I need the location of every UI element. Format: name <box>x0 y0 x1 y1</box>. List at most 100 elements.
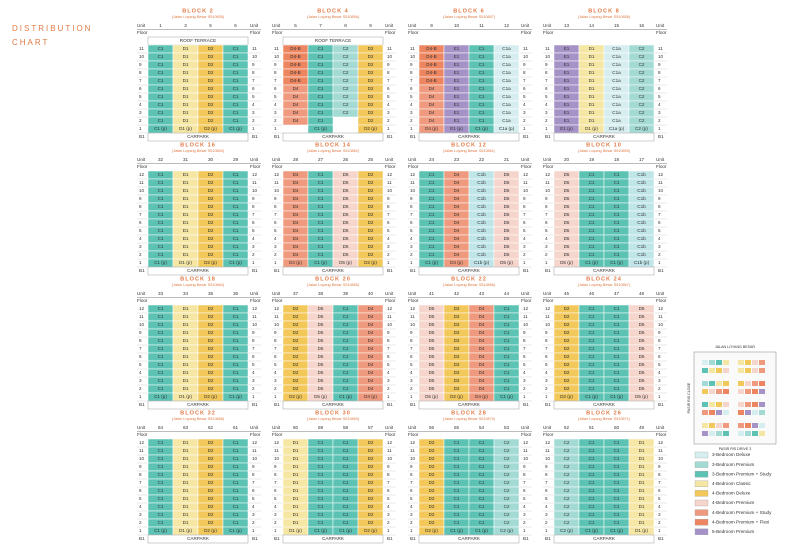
unit-type: C2 (p) <box>560 528 573 533</box>
floor-number: 2 <box>274 252 277 257</box>
unit-number: 46 <box>589 291 595 296</box>
unit-type: C1 <box>158 354 164 359</box>
unit-type: C1 (p) <box>500 394 513 399</box>
unit-type: D2 <box>368 110 374 115</box>
floor-number: 9 <box>139 330 142 335</box>
unit-type: D5 <box>639 362 645 367</box>
unit-type: D5 <box>504 172 510 177</box>
unit-type: C1 <box>318 118 324 123</box>
unit-type: D2 (p) <box>364 260 377 265</box>
floor-number: 1 <box>139 260 142 265</box>
floor-number: 12 <box>274 172 280 177</box>
unit-type: C2 <box>504 472 510 477</box>
unit-type: C1 <box>318 70 324 75</box>
unit-type: D4 <box>429 86 435 91</box>
floor-number: 5 <box>545 362 548 367</box>
unit-type: C1 <box>158 386 164 391</box>
unit-type: D4 <box>293 196 299 201</box>
unit-type: D2 <box>208 448 214 453</box>
unit-type: D2 <box>208 330 214 335</box>
unit-type: C1 <box>614 338 620 343</box>
floor-number: 2 <box>274 118 277 123</box>
floor-number: 7 <box>410 346 413 351</box>
unit-label: Unit <box>656 425 665 430</box>
floor-number: 5 <box>545 496 548 501</box>
unit-type: D5 <box>343 188 349 193</box>
unit-type: C2 (p) <box>635 126 648 131</box>
floor-number: 10 <box>658 456 664 461</box>
unit-type: C1 <box>614 504 620 509</box>
map-unit <box>745 431 751 436</box>
unit-type: C1 <box>158 212 164 217</box>
unit-type: C1 <box>158 362 164 367</box>
floor-number: 10 <box>139 456 145 461</box>
unit-type: C1 <box>429 228 435 233</box>
unit-label: Unit <box>385 425 394 430</box>
unit-label: Unit <box>521 425 530 430</box>
basement-label: B1 <box>658 268 664 273</box>
floor-number: 7 <box>658 346 661 351</box>
unit-type: C1a (p) <box>609 126 625 131</box>
carpark-label: CARPARK <box>322 268 345 273</box>
unit-type: C1 <box>233 504 239 509</box>
unit-type: D2 <box>368 188 374 193</box>
floor-number: 10 <box>545 322 551 327</box>
floor-number: 10 <box>523 188 529 193</box>
floor-number: 3 <box>658 378 661 383</box>
basement-label: B1 <box>523 134 529 139</box>
unit-label: Unit <box>385 291 394 296</box>
unit-type: D4 <box>479 346 485 351</box>
floor-number: 2 <box>410 386 413 391</box>
unit-number: 36 <box>233 291 239 296</box>
unit-type: C2 <box>639 86 645 91</box>
unit-type: C2 <box>343 102 349 107</box>
floor-number: 7 <box>545 346 548 351</box>
floor-number: 6 <box>545 488 548 493</box>
floor-number: 12 <box>523 306 529 311</box>
floor-label: Floor <box>272 30 283 35</box>
map-unit <box>702 410 708 415</box>
floor-number: 8 <box>252 472 255 477</box>
floor-number: 8 <box>139 472 142 477</box>
unit-type: D2 <box>429 448 435 453</box>
floor-number: 2 <box>523 520 526 525</box>
floor-number: 11 <box>410 46 415 51</box>
unit-type: D2 <box>368 86 374 91</box>
unit-type: C1b <box>477 204 486 209</box>
floor-number: 1 <box>545 528 548 533</box>
unit-number: 13 <box>564 23 570 28</box>
unit-type: E1 <box>564 94 570 99</box>
unit-type: D2 <box>368 70 374 75</box>
floor-number: 10 <box>545 188 551 193</box>
unit-type: C1 <box>343 338 349 343</box>
unit-number: 22 <box>479 157 485 162</box>
floor-label: Floor <box>543 432 554 437</box>
unit-type: D4 <box>479 386 485 391</box>
unit-type: D4 <box>479 378 485 383</box>
floor-number: 11 <box>410 180 415 185</box>
floor-number: 1 <box>274 528 277 533</box>
floor-number: 3 <box>658 244 661 249</box>
unit-type: C1 (p) <box>154 394 167 399</box>
unit-type: D1 <box>183 188 189 193</box>
unit-type: D2 <box>293 370 299 375</box>
unit-type: D1 <box>183 204 189 209</box>
floor-number: 9 <box>274 62 277 67</box>
floor-number: 7 <box>139 346 142 351</box>
unit-number: 5 <box>294 23 297 28</box>
unit-label: Unit <box>385 23 394 28</box>
floor-number: 12 <box>139 172 145 177</box>
unit-type: C1 <box>318 228 324 233</box>
unit-type: D2 <box>429 480 435 485</box>
unit-number: 47 <box>614 291 620 296</box>
unit-type: D5 <box>429 346 435 351</box>
floor-number: 5 <box>252 94 255 99</box>
unit-type: C1 <box>343 504 349 509</box>
floor-number: 2 <box>387 520 390 525</box>
floor-label: Floor <box>521 298 532 303</box>
unit-type: D1 <box>183 504 189 509</box>
floor-number: 11 <box>387 448 392 453</box>
unit-type: C1b <box>637 252 646 257</box>
unit-type: C1 <box>429 212 435 217</box>
unit-type: D2 <box>208 504 214 509</box>
